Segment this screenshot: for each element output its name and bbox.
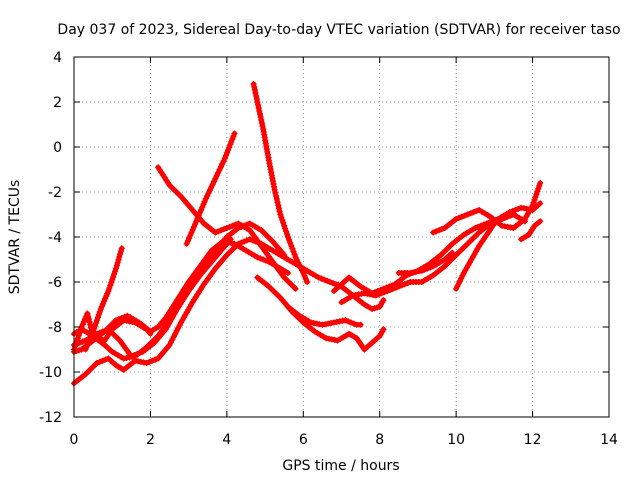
axis-ticks: 0 2 4 6 8 10 12 14 -12 -10 -8 -6 -4 -2 0 2 4 (39, 50, 618, 448)
y-tick-label: -4 (48, 230, 62, 246)
y-axis-label: SDTVAR / TECUs (7, 180, 23, 295)
series-s17 (518, 218, 544, 243)
series-s6 (82, 245, 125, 353)
series-markers (395, 249, 456, 276)
y-tick-label: -12 (39, 410, 62, 426)
x-axis-label: GPS time / hours (282, 458, 399, 474)
y-tick-label: -10 (39, 365, 62, 381)
series-markers (285, 303, 364, 328)
series-markers (338, 211, 528, 306)
series-markers (518, 218, 544, 243)
series-s4 (71, 220, 288, 362)
y-tick-label: 0 (53, 140, 62, 156)
grid (74, 57, 609, 417)
series-s7 (183, 130, 238, 247)
x-tick-label: 12 (524, 432, 542, 448)
series-markers (82, 245, 125, 353)
y-tick-label: 4 (53, 50, 62, 66)
series-s16 (453, 220, 498, 292)
y-tick-label: 2 (53, 95, 62, 111)
series-s8 (155, 164, 299, 292)
series-markers (254, 274, 387, 353)
x-tick-label: 8 (375, 432, 384, 448)
x-tick-label: 4 (222, 432, 231, 448)
series-markers (250, 81, 311, 285)
series-s15 (430, 180, 544, 236)
series-markers (155, 164, 299, 292)
series-markers (430, 180, 544, 236)
y-tick-label: -8 (48, 320, 62, 336)
series-markers (453, 220, 498, 292)
series-markers (183, 130, 238, 247)
x-tick-label: 0 (70, 432, 79, 448)
y-tick-label: -2 (48, 185, 62, 201)
x-tick-label: 10 (447, 432, 465, 448)
series-s10 (254, 274, 387, 353)
series-s11 (285, 303, 364, 328)
chart-title: Day 037 of 2023, Sidereal Day-to-day VTE… (57, 22, 620, 38)
series-layer (71, 81, 544, 387)
series-s14 (395, 249, 456, 276)
x-tick-label: 14 (600, 432, 618, 448)
x-tick-label: 2 (146, 432, 155, 448)
x-tick-label: 6 (299, 432, 308, 448)
plot-frame (73, 56, 610, 418)
y-tick-label: -6 (48, 275, 62, 291)
series-s9 (250, 81, 311, 285)
